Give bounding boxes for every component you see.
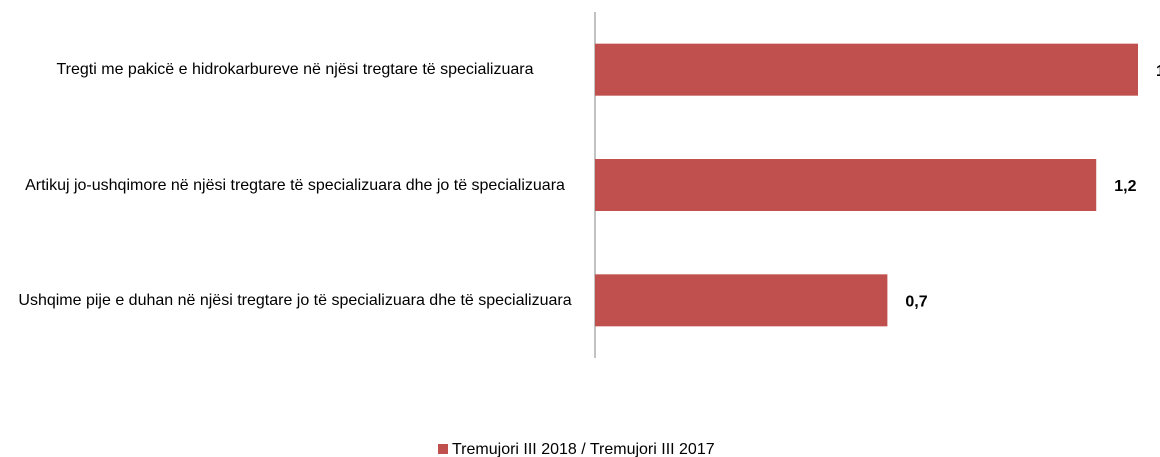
bar	[595, 159, 1097, 211]
value-label: 0,7	[905, 294, 927, 311]
bar	[595, 43, 1138, 96]
value-label: 1,3	[1156, 63, 1160, 80]
category-label: Ushqime pije e duhan në njësi tregtare j…	[18, 291, 572, 309]
bar	[595, 274, 888, 327]
legend-label: Tremujori III 2018 / Tremujori III 2017	[452, 441, 715, 457]
category-label: Artikuj jo-ushqimore në njësi tregtare t…	[25, 176, 565, 194]
legend-swatch	[438, 444, 448, 454]
value-label: 1,2	[1114, 178, 1136, 195]
category-label: Tregti me pakicë e hidrokarbureve në një…	[56, 61, 534, 79]
